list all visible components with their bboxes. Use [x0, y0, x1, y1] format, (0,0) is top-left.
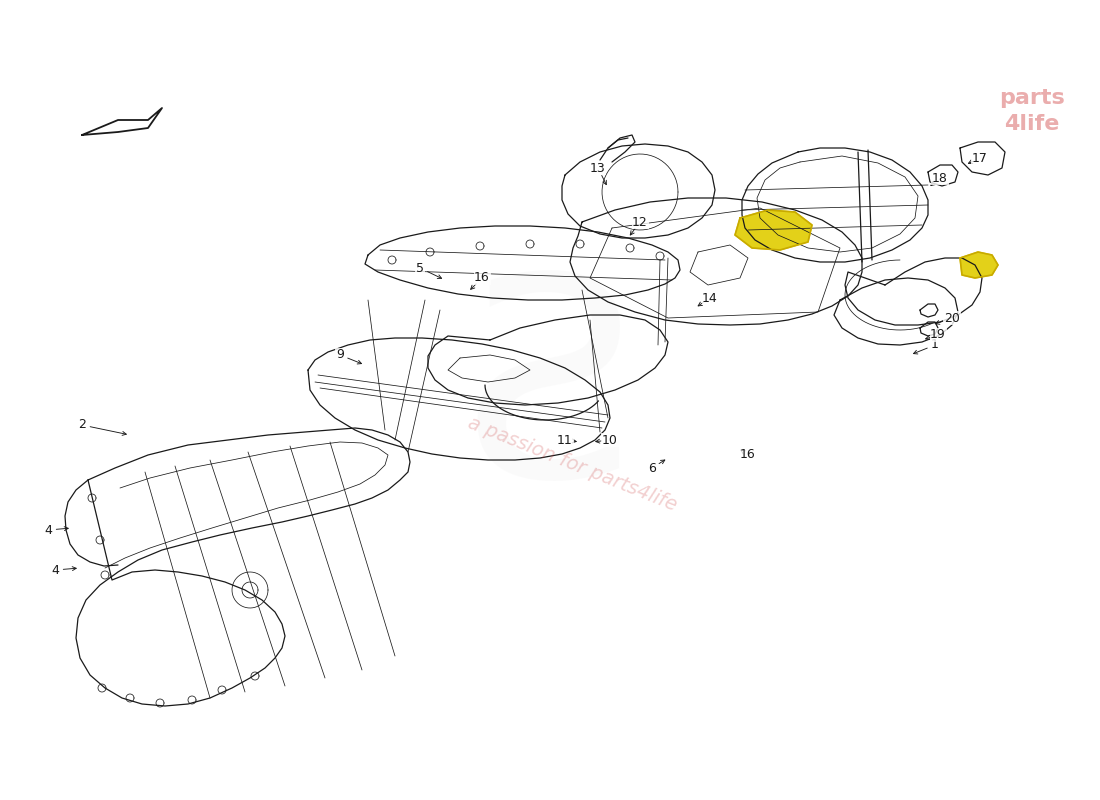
- Text: 4: 4: [51, 563, 59, 577]
- Text: 16: 16: [474, 271, 490, 285]
- Text: 9: 9: [337, 349, 344, 362]
- Text: 11: 11: [557, 434, 573, 446]
- Text: 17: 17: [972, 151, 988, 165]
- Text: 14: 14: [702, 291, 718, 305]
- Polygon shape: [735, 210, 812, 250]
- Text: 10: 10: [602, 434, 618, 446]
- Text: Ƨ: Ƨ: [462, 265, 638, 535]
- Text: 18: 18: [932, 171, 948, 185]
- Text: 5: 5: [416, 262, 424, 274]
- Text: 6: 6: [648, 462, 656, 474]
- Polygon shape: [960, 252, 998, 278]
- Text: 20: 20: [944, 311, 960, 325]
- Text: 1: 1: [931, 338, 939, 351]
- Text: 4life: 4life: [1004, 114, 1059, 134]
- Text: a passion for parts4life: a passion for parts4life: [464, 414, 680, 514]
- Text: 19: 19: [931, 329, 946, 342]
- Text: 4: 4: [44, 523, 52, 537]
- Text: parts: parts: [999, 88, 1065, 108]
- Text: 13: 13: [590, 162, 606, 174]
- Text: 16: 16: [740, 449, 756, 462]
- Text: 12: 12: [632, 215, 648, 229]
- Text: 2: 2: [78, 418, 86, 431]
